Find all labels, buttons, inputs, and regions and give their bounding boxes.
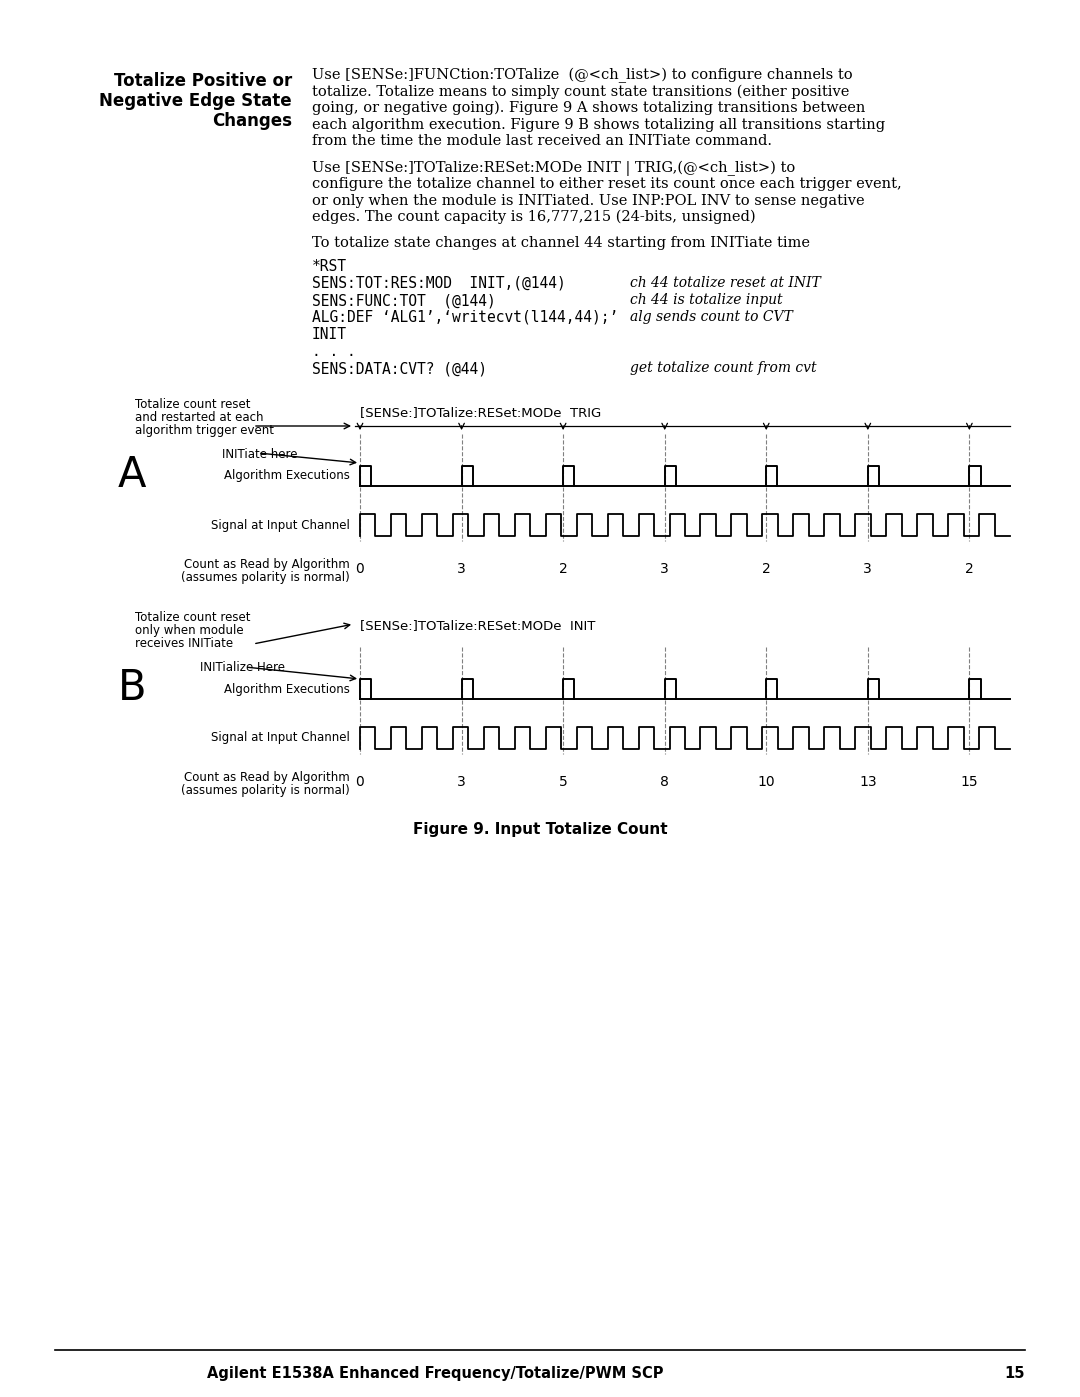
- Text: B: B: [118, 666, 147, 710]
- Text: Algorithm Executions: Algorithm Executions: [225, 683, 350, 696]
- Text: each algorithm execution. Figure 9 B shows totalizing all transitions starting: each algorithm execution. Figure 9 B sho…: [312, 117, 886, 131]
- Text: only when module: only when module: [135, 624, 244, 637]
- Text: To totalize state changes at channel 44 starting from INITiate time: To totalize state changes at channel 44 …: [312, 236, 810, 250]
- Text: or only when the module is INITiated. Use INP:POL INV to sense negative: or only when the module is INITiated. Us…: [312, 194, 865, 208]
- Text: 0: 0: [355, 775, 364, 789]
- Text: ch 44 is totalize input: ch 44 is totalize input: [630, 293, 783, 307]
- Text: 2: 2: [761, 562, 771, 576]
- Text: 3: 3: [457, 562, 465, 576]
- Text: SENS:DATA:CVT? (@44): SENS:DATA:CVT? (@44): [312, 360, 487, 376]
- Text: 3: 3: [660, 562, 670, 576]
- Text: 3: 3: [863, 562, 873, 576]
- Text: from the time the module last received an INITiate command.: from the time the module last received a…: [312, 134, 772, 148]
- Text: A: A: [118, 454, 147, 496]
- Text: algorithm trigger event: algorithm trigger event: [135, 425, 274, 437]
- Text: Totalize Positive or: Totalize Positive or: [113, 73, 292, 89]
- Text: ALG:DEF ‘ALG1’,‘writecvt(l144,44);’: ALG:DEF ‘ALG1’,‘writecvt(l144,44);’: [312, 310, 618, 326]
- Text: ch 44 totalize reset at INIT: ch 44 totalize reset at INIT: [630, 277, 821, 291]
- Text: configure the totalize channel to either reset its count once each trigger event: configure the totalize channel to either…: [312, 177, 902, 191]
- Text: Algorithm Executions: Algorithm Executions: [225, 469, 350, 482]
- Text: Negative Edge State: Negative Edge State: [99, 92, 292, 110]
- Text: Count as Read by Algorithm: Count as Read by Algorithm: [185, 771, 350, 784]
- Text: 5: 5: [558, 775, 567, 789]
- Text: Count as Read by Algorithm: Count as Read by Algorithm: [185, 557, 350, 571]
- Text: Use [SENSe:]FUNCtion:TOTalize  (@<ch_list>) to configure channels to: Use [SENSe:]FUNCtion:TOTalize (@<ch_list…: [312, 68, 852, 84]
- Text: INITialize Here: INITialize Here: [200, 661, 285, 673]
- Text: . . .: . . .: [312, 344, 355, 359]
- Text: alg sends count to CVT: alg sends count to CVT: [630, 310, 793, 324]
- Text: 2: 2: [966, 562, 974, 576]
- Text: totalize. Totalize means to simply count state transitions (either positive: totalize. Totalize means to simply count…: [312, 84, 849, 99]
- Text: 15: 15: [960, 775, 978, 789]
- Text: Changes: Changes: [212, 112, 292, 130]
- Text: 8: 8: [660, 775, 670, 789]
- Text: 3: 3: [457, 775, 465, 789]
- Text: 13: 13: [859, 775, 877, 789]
- Text: INIT: INIT: [312, 327, 347, 342]
- Text: Figure 9. Input Totalize Count: Figure 9. Input Totalize Count: [413, 821, 667, 837]
- Text: 2: 2: [558, 562, 567, 576]
- Text: and restarted at each: and restarted at each: [135, 411, 264, 425]
- Text: SENS:FUNC:TOT  (@144): SENS:FUNC:TOT (@144): [312, 293, 496, 307]
- Text: Signal at Input Channel: Signal at Input Channel: [211, 518, 350, 531]
- Text: 0: 0: [355, 562, 364, 576]
- Text: edges. The count capacity is 16,777,215 (24-bits, unsigned): edges. The count capacity is 16,777,215 …: [312, 210, 756, 225]
- Text: Use [SENSe:]TOTalize:RESet:MODe INIT | TRIG,(@<ch_list>) to: Use [SENSe:]TOTalize:RESet:MODe INIT | T…: [312, 161, 795, 176]
- Text: get totalize count from cvt: get totalize count from cvt: [630, 360, 816, 374]
- Text: SENS:TOT:RES:MOD  INIT,(@144): SENS:TOT:RES:MOD INIT,(@144): [312, 277, 566, 291]
- Text: INITiate here: INITiate here: [222, 448, 297, 461]
- Text: [SENSe:]TOTalize:RESet:MODe  INIT: [SENSe:]TOTalize:RESet:MODe INIT: [360, 619, 595, 631]
- Text: Totalize count reset: Totalize count reset: [135, 398, 251, 411]
- Text: going, or negative going). Figure 9 A shows totalizing transitions between: going, or negative going). Figure 9 A sh…: [312, 101, 865, 116]
- Text: (assumes polarity is normal): (assumes polarity is normal): [181, 784, 350, 798]
- Text: (assumes polarity is normal): (assumes polarity is normal): [181, 571, 350, 584]
- Text: Totalize count reset: Totalize count reset: [135, 610, 251, 624]
- Text: receives INITiate: receives INITiate: [135, 637, 233, 650]
- Text: [SENSe:]TOTalize:RESet:MODe  TRIG: [SENSe:]TOTalize:RESet:MODe TRIG: [360, 407, 602, 419]
- Text: 15: 15: [1004, 1366, 1025, 1382]
- Text: Signal at Input Channel: Signal at Input Channel: [211, 732, 350, 745]
- Text: 10: 10: [757, 775, 775, 789]
- Text: *RST: *RST: [312, 258, 347, 274]
- Text: Agilent E1538A Enhanced Frequency/Totalize/PWM SCP: Agilent E1538A Enhanced Frequency/Totali…: [206, 1366, 663, 1382]
